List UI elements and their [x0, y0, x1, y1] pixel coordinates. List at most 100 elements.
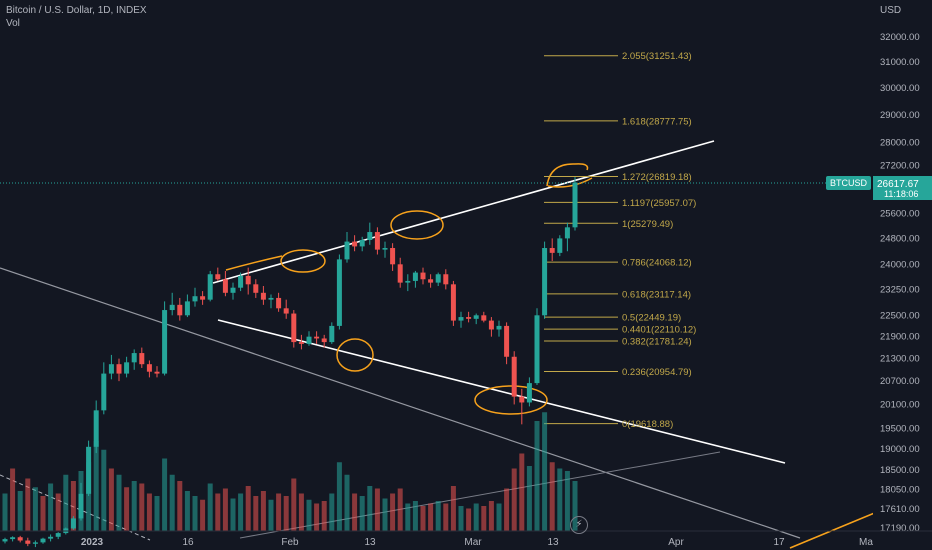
diagonal-line-grey-low [239, 451, 721, 539]
price-tick: 17190.00 [880, 523, 920, 534]
volume-bar [359, 496, 365, 531]
volume-bar [314, 503, 320, 531]
volume-bar [48, 483, 54, 531]
volume-bar [291, 478, 297, 531]
currency-label: USD [880, 5, 901, 16]
candle-body [511, 356, 517, 397]
volume-bar [70, 481, 76, 531]
candle-body [519, 396, 525, 403]
candle-body [359, 239, 365, 247]
candle-body [253, 284, 259, 293]
candle-body [291, 313, 297, 343]
volume-bar [177, 481, 183, 531]
volume-bar [466, 508, 472, 531]
price-tick: 29000.00 [880, 110, 920, 121]
volume-bar [215, 493, 221, 531]
price-tick: 27200.00 [880, 160, 920, 171]
candle-body [162, 310, 168, 374]
volume-bar [572, 481, 578, 531]
fib-retracement: 2.055(31251.43) 1.618(28777.75) 1.272(2681… [544, 51, 696, 430]
volume-bar [238, 493, 244, 531]
candle-body [184, 301, 190, 316]
volume-bar [124, 487, 130, 531]
price-axis[interactable]: USD 32000.00 31000.00 30000.00 29000.00 2800… [873, 0, 932, 534]
volume-bar [397, 488, 403, 531]
volume-bar [162, 458, 168, 531]
volume-bar [488, 501, 494, 531]
fib-level-label: 0.236(20954.79) [622, 367, 692, 378]
candlesticks [2, 177, 578, 548]
volume-bar [222, 488, 228, 531]
lightning-icon[interactable]: ⚡ [570, 516, 588, 534]
candle-body [397, 264, 403, 283]
volume-bar [374, 488, 380, 531]
candle-body [215, 274, 221, 280]
candle-body [374, 232, 380, 250]
volume-bar [458, 506, 464, 531]
fib-level-label: 0.786(24068.12) [622, 258, 692, 269]
candle-body [40, 538, 46, 543]
volume-bar [443, 503, 449, 531]
circle-high-1 [280, 249, 326, 273]
candle-body [222, 279, 228, 293]
price-tick: 20700.00 [880, 376, 920, 387]
swing-high-underline [225, 255, 283, 271]
volume-bar [390, 493, 396, 531]
volume-bar [139, 483, 145, 531]
volume-bar [268, 499, 274, 531]
circle-low-1 [336, 338, 374, 372]
volume-bar [131, 481, 137, 531]
volume-bar [481, 506, 487, 531]
candle-body [488, 320, 494, 330]
candle-body [367, 232, 373, 240]
time-tick: Ma [859, 537, 873, 548]
price-tick: 22500.00 [880, 310, 920, 321]
volume-bar [549, 462, 555, 531]
candle-body [428, 279, 434, 283]
candle-body [450, 284, 456, 321]
volume-bar [17, 491, 23, 531]
price-tick: 21300.00 [880, 354, 920, 365]
price-tag [873, 176, 932, 200]
symbol-title: Bitcoin / U.S. Dollar, 1D, INDEX [6, 5, 147, 16]
candle-body [78, 493, 84, 519]
candle-body [17, 537, 23, 541]
time-tick: 13 [547, 537, 559, 548]
volume-bar [200, 499, 206, 531]
price-tick: 20100.00 [880, 399, 920, 410]
candle-body [306, 336, 312, 344]
candle-body [2, 539, 8, 542]
price-tick: 18050.00 [880, 484, 920, 495]
time-tick: 16 [182, 537, 194, 548]
volume-bar [101, 449, 107, 531]
candle-body [207, 274, 213, 300]
volume-label: Vol [6, 18, 20, 29]
candle-body [131, 353, 137, 363]
candle-body [496, 325, 502, 330]
candle-body [268, 297, 274, 300]
price-tick: 21900.00 [880, 332, 920, 343]
volume-bar [146, 493, 152, 531]
volume-bar [557, 468, 563, 531]
volume-bar [184, 491, 190, 531]
price-tick: 31000.00 [880, 57, 920, 68]
candle-body [32, 542, 38, 544]
volume-bar [382, 498, 388, 531]
fib-level-label: 0.382(21781.24) [622, 336, 692, 347]
candle-body [329, 325, 335, 343]
time-axis[interactable]: 2023 16 Feb 13 Mar 13 Apr 17 Ma [0, 530, 932, 548]
candle-body [549, 248, 555, 253]
volume-bar [276, 493, 282, 531]
fib-level-label: 0.5(22449.19) [622, 313, 681, 324]
price-tick: 23250.00 [880, 284, 920, 295]
candle-body [390, 248, 396, 265]
volume-bar [253, 496, 259, 531]
volume-bar [55, 493, 61, 531]
candle-body [405, 280, 411, 283]
candle-body [564, 227, 570, 239]
volume-bar [564, 471, 570, 531]
price-tick: 17610.00 [880, 504, 920, 515]
circle-high-3 [546, 163, 593, 188]
candle-body [93, 410, 99, 447]
